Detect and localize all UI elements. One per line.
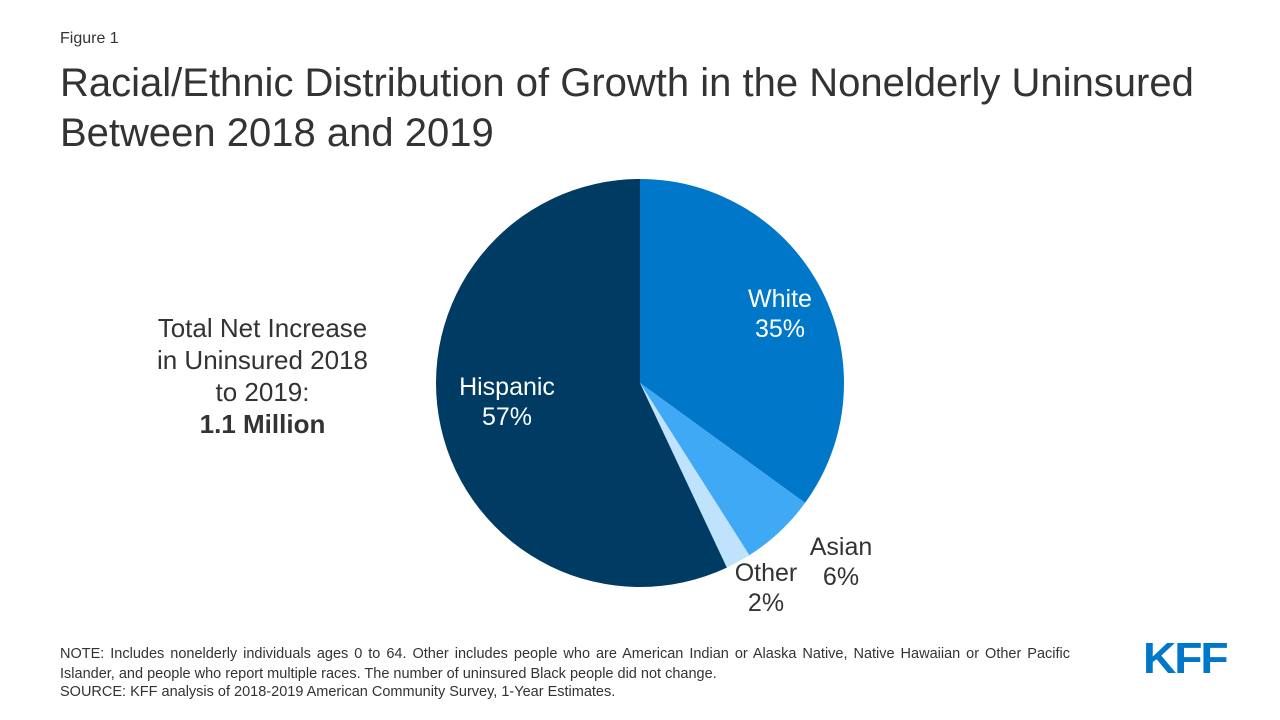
slice-name: White — [748, 285, 812, 313]
slice-value: 35% — [754, 315, 806, 343]
slice-value: 2% — [747, 589, 785, 617]
slice-label-hispanic: Hispanic 57% — [437, 372, 577, 432]
pie-slice-white — [640, 178, 845, 503]
slice-label-white: White 35% — [710, 284, 850, 344]
slice-name: Other — [734, 559, 798, 587]
pie-slice-other — [640, 383, 750, 568]
slice-name: Asian — [809, 533, 873, 561]
pie-slice-hispanic — [436, 179, 727, 587]
slice-value: 6% — [822, 563, 860, 591]
total-annotation: Total Net Increase in Uninsured 2018 to … — [150, 312, 375, 440]
annotation-value: 1.1 Million — [199, 409, 326, 439]
source: SOURCE: KFF analysis of 2018-2019 Americ… — [60, 684, 616, 700]
slice-label-other: Other 2% — [696, 558, 836, 618]
slice-label-asian: Asian 6% — [771, 532, 911, 592]
slice-value: 57% — [481, 403, 533, 431]
kff-logo: KFF — [1143, 634, 1229, 683]
chart-title: Racial/Ethnic Distribution of Growth in … — [60, 61, 1194, 155]
note: NOTE: Includes nonelderly individuals ag… — [60, 646, 1070, 682]
figure-label: Figure 1 — [60, 30, 119, 47]
pie-slice-asian — [640, 383, 806, 556]
slice-name: Hispanic — [459, 373, 555, 401]
annotation-text: Total Net Increase in Uninsured 2018 to … — [156, 313, 369, 407]
